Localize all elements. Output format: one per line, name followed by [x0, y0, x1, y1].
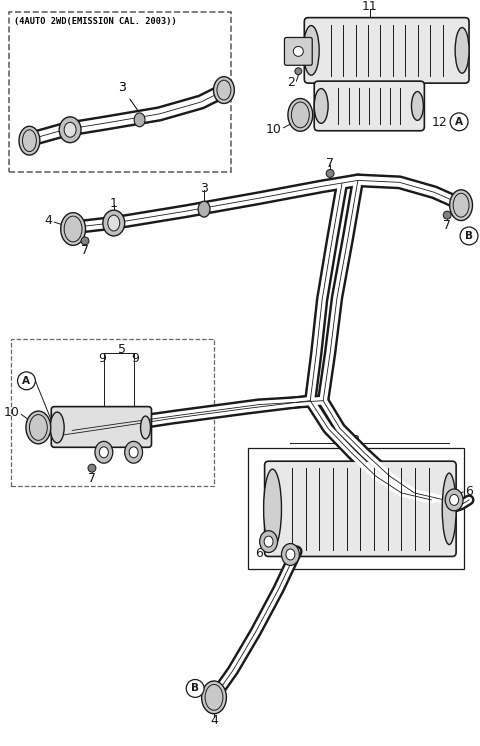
Circle shape: [293, 46, 303, 57]
Ellipse shape: [134, 113, 145, 127]
Ellipse shape: [59, 117, 81, 142]
Ellipse shape: [129, 447, 138, 458]
Ellipse shape: [442, 473, 456, 545]
Ellipse shape: [411, 92, 423, 120]
Text: 7: 7: [81, 245, 89, 257]
Text: 4: 4: [210, 714, 218, 727]
Ellipse shape: [99, 447, 108, 458]
FancyBboxPatch shape: [285, 37, 312, 65]
Ellipse shape: [103, 210, 125, 236]
Text: 6: 6: [465, 486, 473, 498]
Ellipse shape: [314, 89, 328, 123]
Text: 8: 8: [351, 434, 359, 447]
Ellipse shape: [95, 442, 113, 463]
Ellipse shape: [281, 544, 300, 565]
FancyBboxPatch shape: [264, 461, 456, 557]
Circle shape: [326, 169, 334, 178]
Text: 6: 6: [255, 547, 263, 560]
Text: 9: 9: [98, 353, 106, 366]
Text: 12: 12: [432, 116, 447, 129]
Text: 4: 4: [44, 213, 52, 227]
Text: 10: 10: [265, 123, 281, 137]
Text: A: A: [23, 376, 30, 386]
Text: 6: 6: [287, 560, 294, 573]
Ellipse shape: [50, 412, 64, 443]
Circle shape: [295, 68, 302, 75]
Circle shape: [460, 227, 478, 245]
Ellipse shape: [125, 442, 143, 463]
Text: B: B: [465, 231, 473, 241]
Circle shape: [450, 113, 468, 131]
Ellipse shape: [303, 25, 319, 75]
Ellipse shape: [198, 201, 210, 217]
Ellipse shape: [286, 549, 295, 560]
Text: 7: 7: [326, 157, 334, 170]
FancyBboxPatch shape: [51, 407, 152, 448]
Ellipse shape: [214, 77, 234, 104]
Ellipse shape: [450, 189, 472, 221]
Circle shape: [18, 372, 36, 389]
Ellipse shape: [445, 489, 463, 511]
Ellipse shape: [141, 416, 151, 439]
Text: 9: 9: [132, 353, 140, 366]
Text: B: B: [191, 683, 199, 694]
Text: A: A: [455, 117, 463, 127]
Text: 5: 5: [118, 342, 126, 356]
Text: 2: 2: [288, 75, 295, 89]
Circle shape: [186, 680, 204, 698]
Text: 1: 1: [110, 197, 118, 210]
Circle shape: [81, 237, 89, 245]
Text: 3: 3: [118, 81, 138, 110]
Text: 11: 11: [362, 0, 378, 13]
Ellipse shape: [19, 126, 40, 155]
Text: 7: 7: [88, 471, 96, 485]
Circle shape: [88, 464, 96, 472]
FancyBboxPatch shape: [304, 18, 469, 83]
Ellipse shape: [264, 469, 281, 548]
Ellipse shape: [108, 215, 120, 231]
FancyBboxPatch shape: [314, 81, 424, 131]
Circle shape: [443, 211, 451, 219]
Ellipse shape: [26, 411, 51, 444]
Text: (4AUTO 2WD(EMISSION CAL. 2003)): (4AUTO 2WD(EMISSION CAL. 2003)): [13, 16, 176, 25]
Ellipse shape: [202, 681, 227, 714]
Ellipse shape: [288, 98, 313, 131]
Ellipse shape: [455, 28, 469, 73]
Ellipse shape: [264, 536, 273, 547]
Text: 10: 10: [4, 406, 20, 419]
Text: 3: 3: [200, 182, 208, 195]
Ellipse shape: [260, 530, 277, 553]
Ellipse shape: [450, 495, 458, 505]
Ellipse shape: [64, 122, 76, 137]
Text: 7: 7: [443, 219, 451, 231]
Ellipse shape: [60, 213, 85, 245]
